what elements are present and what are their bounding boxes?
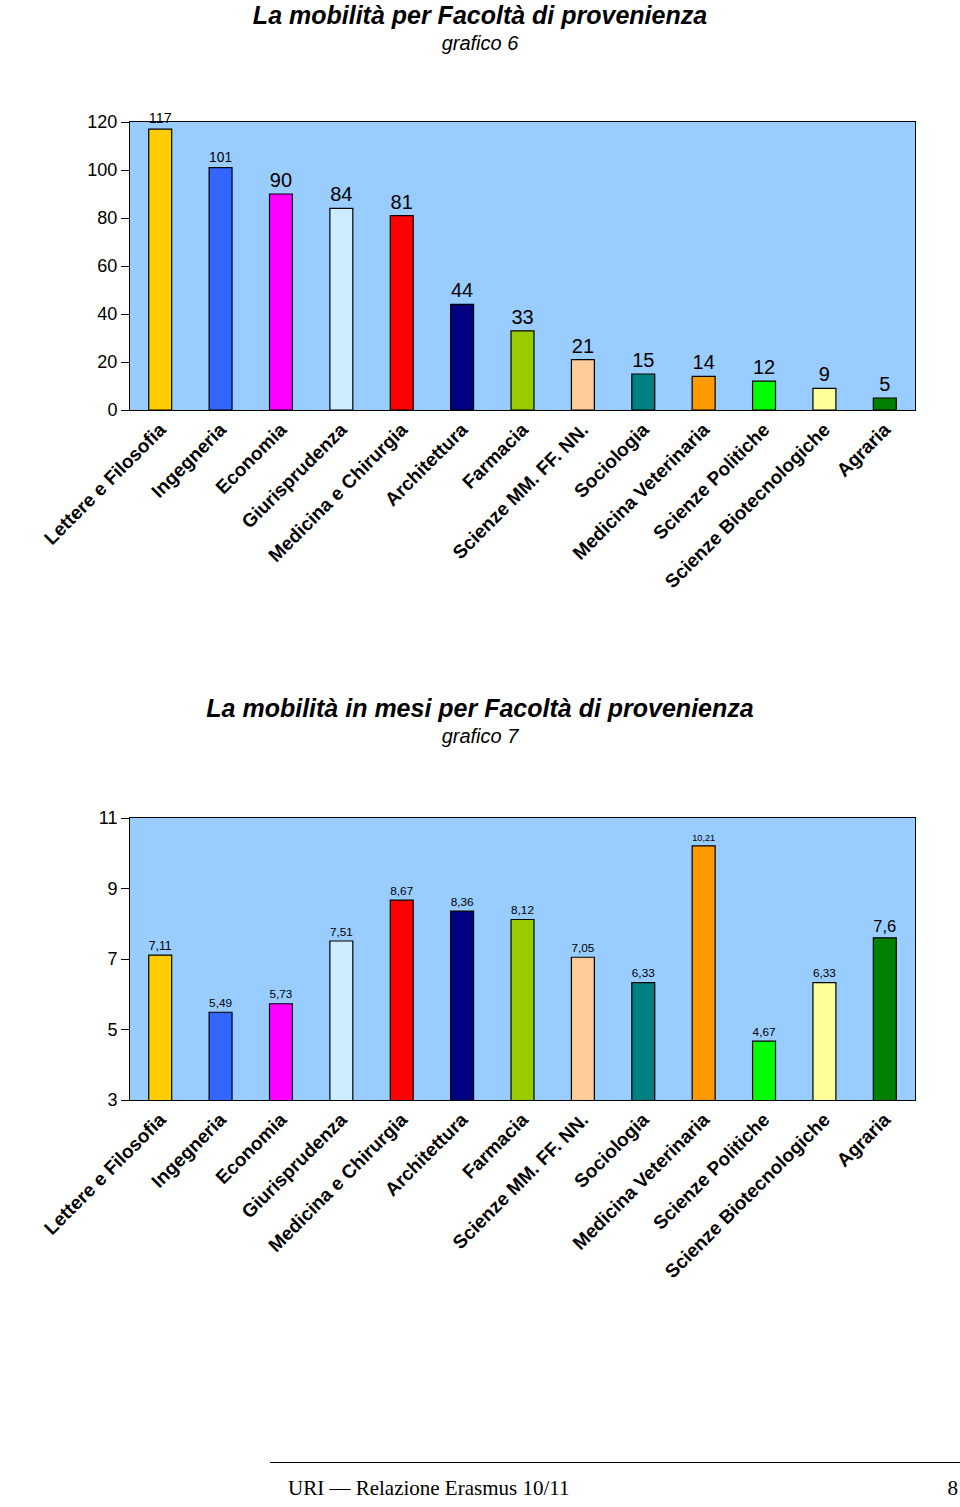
svg-text:Economia: Economia	[211, 419, 290, 498]
svg-text:44: 44	[451, 279, 473, 301]
svg-text:Ingegneria: Ingegneria	[147, 419, 230, 502]
svg-text:Giurisprudenza: Giurisprudenza	[238, 1109, 352, 1223]
svg-text:Architettura: Architettura	[381, 1109, 472, 1200]
svg-text:Architettura: Architettura	[381, 419, 472, 510]
svg-text:60: 60	[97, 256, 117, 276]
svg-text:117: 117	[149, 110, 172, 126]
svg-text:8,12: 8,12	[511, 903, 534, 916]
svg-text:9: 9	[819, 363, 830, 385]
svg-text:14: 14	[693, 351, 715, 373]
svg-text:7,51: 7,51	[330, 925, 353, 938]
svg-text:15: 15	[632, 349, 654, 371]
svg-text:5: 5	[879, 373, 890, 395]
svg-text:4,67: 4,67	[753, 1025, 776, 1038]
svg-text:Farmacia: Farmacia	[458, 1109, 532, 1183]
svg-text:Farmacia: Farmacia	[458, 419, 532, 493]
svg-text:Scienze Biotecnologiche: Scienze Biotecnologiche	[661, 1109, 834, 1282]
html-text:URI — Relazione Erasmus 10/11: URI — Relazione Erasmus 10/11	[288, 1476, 570, 1500]
svg-text:Agraria: Agraria	[832, 1109, 894, 1171]
svg-text:100: 100	[87, 160, 117, 180]
svg-text:9: 9	[107, 879, 117, 899]
svg-text:80: 80	[97, 208, 117, 228]
svg-text:12: 12	[753, 356, 775, 378]
svg-text:3: 3	[107, 1090, 117, 1110]
svg-text:Agraria: Agraria	[832, 419, 894, 481]
svg-text:Ingegneria: Ingegneria	[147, 1109, 230, 1192]
html-text:grafico 6: grafico 6	[441, 32, 519, 54]
svg-text:Scienze Politiche: Scienze Politiche	[649, 419, 774, 544]
svg-text:Lettere e Filosofia: Lettere e Filosofia	[40, 1109, 170, 1239]
svg-text:Medicina e Chirurgia: Medicina e Chirurgia	[264, 419, 411, 566]
svg-text:Medicina e Chirurgia: Medicina e Chirurgia	[264, 1109, 411, 1256]
svg-text:10,21: 10,21	[692, 833, 715, 843]
svg-text:120: 120	[87, 112, 117, 132]
svg-text:Lettere e Filosofia: Lettere e Filosofia	[40, 419, 170, 549]
svg-text:8,36: 8,36	[451, 895, 474, 908]
svg-text:6,33: 6,33	[632, 966, 655, 979]
html-text:La mobilità per Facoltà di pro: La mobilità per Facoltà di provenienza	[252, 1, 708, 29]
svg-text:90: 90	[270, 169, 292, 191]
svg-text:Medicina Veterinaria: Medicina Veterinaria	[568, 1109, 713, 1254]
svg-text:Economia: Economia	[211, 1109, 290, 1188]
svg-text:11: 11	[99, 808, 118, 828]
svg-text:Scienze Biotecnologiche: Scienze Biotecnologiche	[661, 419, 834, 592]
svg-text:Medicina Veterinaria: Medicina Veterinaria	[568, 419, 713, 564]
svg-text:7,05: 7,05	[571, 941, 594, 954]
svg-text:Sociologia: Sociologia	[570, 1109, 653, 1192]
svg-text:Scienze MM. FF. NN.: Scienze MM. FF. NN.	[448, 419, 592, 563]
svg-text:0: 0	[107, 400, 117, 420]
svg-text:5: 5	[107, 1020, 117, 1040]
html-text:8: 8	[947, 1476, 958, 1500]
svg-text:8,67: 8,67	[390, 884, 413, 897]
svg-text:7,6: 7,6	[873, 917, 896, 935]
svg-text:101: 101	[209, 150, 232, 165]
svg-text:7: 7	[107, 949, 117, 969]
html-text:La mobilità in mesi per Facolt: La mobilità in mesi per Facoltà di prove…	[206, 694, 754, 722]
svg-text:5,49: 5,49	[209, 996, 232, 1009]
svg-text:33: 33	[511, 306, 533, 328]
svg-text:21: 21	[572, 335, 594, 357]
svg-text:84: 84	[330, 183, 352, 205]
svg-text:Scienze Politiche: Scienze Politiche	[649, 1109, 774, 1234]
html-text:grafico 7: grafico 7	[441, 725, 519, 747]
svg-text:Giurisprudenza: Giurisprudenza	[238, 419, 352, 533]
svg-text:7,11: 7,11	[149, 939, 172, 953]
svg-text:40: 40	[97, 304, 117, 324]
svg-text:20: 20	[97, 352, 117, 372]
svg-text:5,73: 5,73	[270, 987, 293, 1000]
svg-text:81: 81	[391, 191, 413, 213]
svg-text:6,33: 6,33	[813, 966, 836, 979]
svg-text:Scienze MM. FF. NN.: Scienze MM. FF. NN.	[448, 1109, 592, 1253]
svg-text:Sociologia: Sociologia	[570, 419, 653, 502]
